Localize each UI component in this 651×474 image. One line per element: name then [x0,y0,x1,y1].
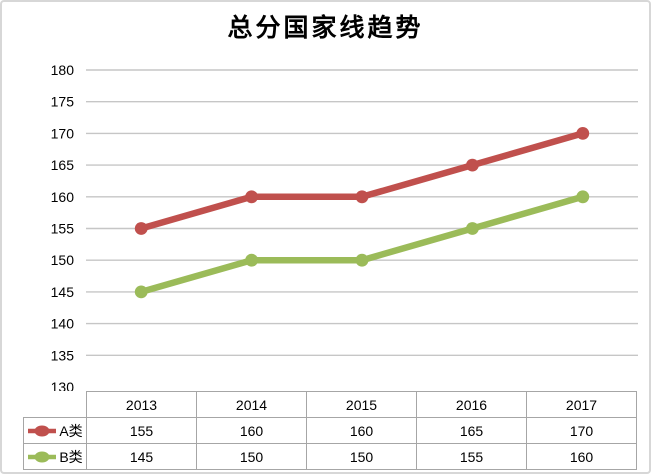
data-point-marker [576,190,590,204]
table-row-series-b: B类 145 150 150 155 160 [23,443,637,470]
data-point-marker [355,190,369,204]
value-cell: 160 [196,417,307,444]
value-cell: 145 [86,443,197,470]
y-axis-label: 165 [51,157,75,173]
year-header: 2013 [86,391,197,418]
table-row-series-a: A类 155 160 160 165 170 [23,417,637,444]
y-axis-label: 155 [51,221,75,237]
data-table: 2013 2014 2015 2016 2017 A类 155 160 160 … [23,391,637,470]
data-point-marker [134,222,148,235]
legend-cell-series-a: A类 [23,417,87,444]
plot-area: 130 135 140 145 150 155 160 165 170 175 180 [51,62,638,391]
value-cell: 150 [306,443,417,470]
value-cell: 150 [196,443,307,470]
year-header: 2014 [196,391,307,418]
data-point-marker [355,253,369,267]
data-point-marker [466,158,479,172]
data-point-marker [245,190,258,204]
year-header: 2015 [306,391,417,418]
y-axis-label: 145 [51,284,75,300]
chart-title: 总分国家线趋势 [227,13,424,42]
data-point-marker [466,222,479,235]
series-a-label: A类 [59,422,83,439]
value-cell: 170 [526,417,637,444]
year-header: 2017 [526,391,637,418]
data-point-marker [134,285,148,299]
value-cell: 160 [526,443,637,470]
y-axis-label: 180 [51,62,75,78]
year-header: 2016 [416,391,527,418]
series-a-legend-key-icon [28,425,57,436]
value-cell: 160 [306,417,417,444]
table-corner-cell [24,392,87,418]
legend-cell-series-b: B类 [23,443,87,470]
data-point-marker [576,126,590,140]
y-axis-label: 170 [51,125,75,141]
y-axis-label: 175 [51,94,75,110]
value-cell: 165 [416,417,527,444]
y-axis-label: 140 [51,316,75,332]
y-axis-label: 150 [51,252,75,268]
table-header-row: 2013 2014 2015 2016 2017 [24,391,637,418]
y-axis-label: 130 [51,379,75,391]
series-b-label: B类 [59,448,83,465]
value-cell: 155 [86,417,197,444]
series-b-legend-key-icon [28,451,57,462]
y-axis-label: 160 [51,189,75,205]
data-point-marker [245,253,258,267]
value-cell: 155 [416,443,527,470]
y-axis-label: 135 [51,347,75,363]
